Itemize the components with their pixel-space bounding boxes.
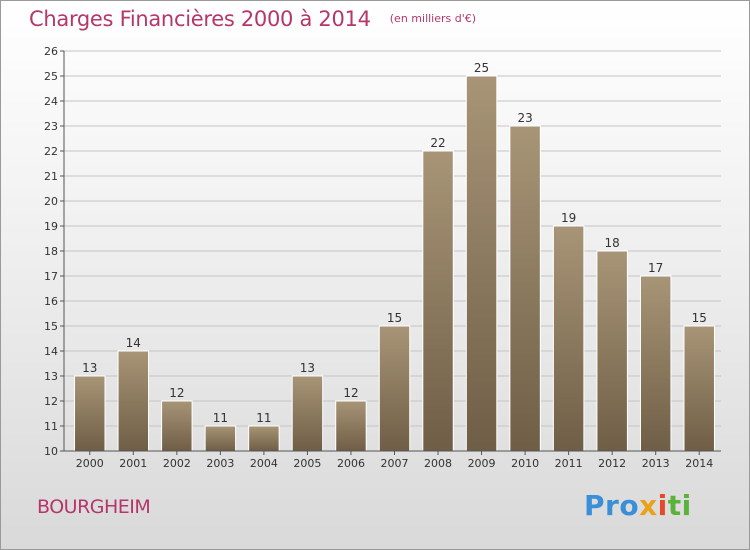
- bar: [291, 375, 324, 452]
- logo-part-3: i: [657, 489, 668, 522]
- bar: [639, 275, 672, 452]
- y-tick-label: 18: [44, 245, 58, 258]
- bar-value-label: 15: [692, 311, 707, 325]
- bar: [683, 325, 715, 452]
- x-tick-label: 2007: [381, 457, 409, 470]
- y-tick-label: 17: [44, 270, 58, 283]
- bar: [422, 150, 454, 452]
- x-tick-label: 2002: [163, 457, 191, 470]
- x-tick-label: 2011: [555, 457, 583, 470]
- x-tick-label: 2014: [685, 457, 713, 470]
- proxiti-logo[interactable]: Proxiti: [584, 489, 692, 522]
- bar-value-label: 22: [430, 136, 445, 150]
- bar-value-label: 23: [517, 111, 532, 125]
- chart-title: Charges Financières 2000 à 2014: [29, 7, 371, 31]
- bar-value-label: 12: [169, 386, 184, 400]
- place-name: BOURGHEIM: [37, 496, 151, 518]
- bar-value-label: 13: [82, 361, 97, 375]
- y-tick-label: 10: [44, 445, 58, 458]
- x-tick-label: 2009: [468, 457, 496, 470]
- title-row: Charges Financières 2000 à 2014 (en mill…: [29, 7, 476, 31]
- bar-value-label: 19: [561, 211, 576, 225]
- y-tick-label: 14: [44, 345, 58, 358]
- x-tick-label: 2003: [206, 457, 234, 470]
- y-tick-label: 24: [44, 95, 58, 108]
- x-tick-label: 2004: [250, 457, 278, 470]
- x-tick-label: 2013: [642, 457, 670, 470]
- y-tick-label: 19: [44, 220, 58, 233]
- y-tick-label: 15: [44, 320, 58, 333]
- y-tick-label: 26: [44, 45, 58, 58]
- x-tick-label: 2001: [119, 457, 147, 470]
- bar: [335, 400, 367, 452]
- x-tick-label: 2006: [337, 457, 365, 470]
- bar-value-label: 11: [213, 411, 228, 425]
- logo-part-4: ti: [667, 489, 692, 522]
- y-tick-label: 20: [44, 195, 58, 208]
- bar: [204, 425, 237, 452]
- y-tick-label: 23: [44, 120, 58, 133]
- bar-value-label: 11: [256, 411, 271, 425]
- bar-value-label: 12: [343, 386, 358, 400]
- bar-layer: 13 14 12 11 11 13 12 15 22 25 23 19 18 17 15: [74, 61, 715, 452]
- x-tick-label: 2010: [511, 457, 539, 470]
- y-tick-label: 12: [44, 395, 58, 408]
- bar: [117, 350, 150, 452]
- bar-value-label: 14: [126, 336, 141, 350]
- chart-subtitle: (en milliers d'€): [389, 12, 477, 25]
- y-tick-label: 21: [44, 170, 58, 183]
- y-tick-label: 11: [44, 420, 58, 433]
- x-tick-label: 2012: [598, 457, 626, 470]
- bar: [161, 400, 193, 452]
- axis-layer: 10 11 12 13 14 15 16 17 18 19 20 21 22 23 24 25 26 2000 20…: [44, 45, 721, 470]
- x-tick-label: 2000: [76, 457, 104, 470]
- bar-value-label: 18: [605, 236, 620, 250]
- bar-value-label: 15: [387, 311, 402, 325]
- bar-value-label: 17: [648, 261, 663, 275]
- x-tick-label: 2005: [293, 457, 321, 470]
- y-tick-label: 22: [44, 145, 58, 158]
- bar: [552, 225, 585, 452]
- logo-part-1: Pro: [584, 489, 640, 522]
- bar: [509, 125, 541, 452]
- bar: [74, 375, 106, 452]
- x-tick-label: 2008: [424, 457, 452, 470]
- y-tick-label: 16: [44, 295, 58, 308]
- bar-value-label: 25: [474, 61, 489, 75]
- logo-part-2: x: [639, 489, 658, 522]
- bar: [465, 75, 498, 452]
- bar-value-label: 13: [300, 361, 315, 375]
- bar: [596, 250, 628, 452]
- bar: [248, 425, 280, 452]
- y-tick-label: 13: [44, 370, 58, 383]
- y-tick-label: 25: [44, 70, 58, 83]
- bar: [378, 325, 411, 452]
